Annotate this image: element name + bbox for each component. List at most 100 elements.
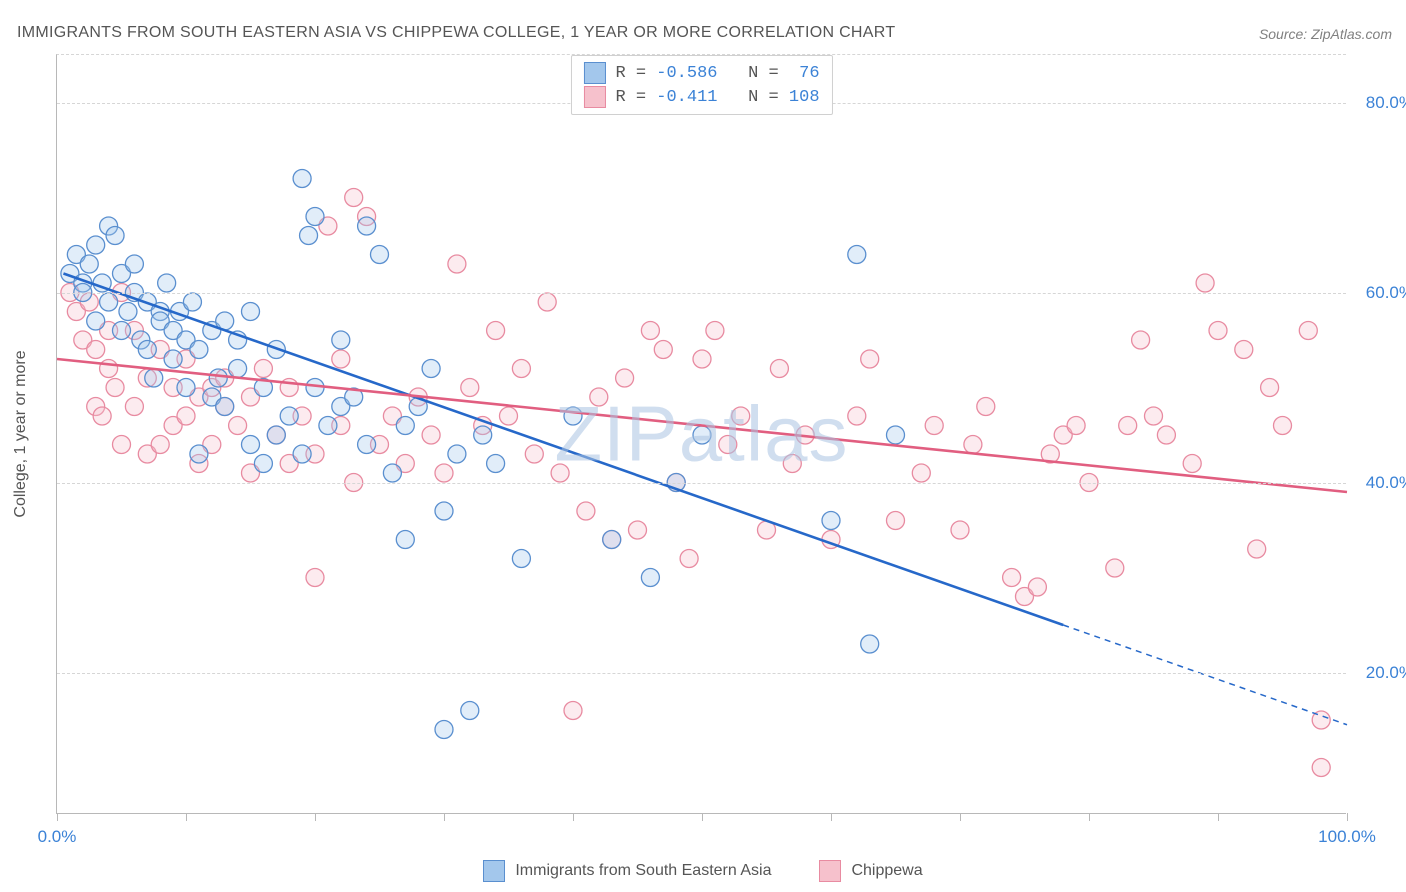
- scatter-point-chippewa: [1157, 426, 1175, 444]
- scatter-point-chippewa: [654, 341, 672, 359]
- scatter-point-chippewa: [448, 255, 466, 273]
- scatter-point-seasia: [183, 293, 201, 311]
- scatter-svg: [57, 55, 1347, 815]
- scatter-point-seasia: [319, 417, 337, 435]
- gridline-h: [57, 673, 1346, 674]
- scatter-point-chippewa: [1119, 417, 1137, 435]
- legend-swatch-chippewa-b: [819, 860, 841, 882]
- scatter-point-chippewa: [1274, 417, 1292, 435]
- scatter-point-seasia: [448, 445, 466, 463]
- scatter-point-chippewa: [641, 322, 659, 340]
- scatter-point-chippewa: [512, 360, 530, 378]
- x-tick-label: 100.0%: [1318, 827, 1376, 847]
- source-attribution: Source: ZipAtlas.com: [1259, 26, 1392, 42]
- scatter-point-chippewa: [177, 407, 195, 425]
- scatter-point-chippewa: [1067, 417, 1085, 435]
- scatter-point-chippewa: [629, 521, 647, 539]
- scatter-point-chippewa: [538, 293, 556, 311]
- scatter-point-seasia: [190, 341, 208, 359]
- scatter-point-seasia: [100, 293, 118, 311]
- scatter-point-seasia: [396, 417, 414, 435]
- scatter-point-chippewa: [706, 322, 724, 340]
- scatter-point-chippewa: [345, 189, 363, 207]
- scatter-point-chippewa: [951, 521, 969, 539]
- scatter-point-chippewa: [1003, 569, 1021, 587]
- scatter-point-seasia: [887, 426, 905, 444]
- scatter-point-chippewa: [848, 407, 866, 425]
- scatter-point-seasia: [113, 322, 131, 340]
- scatter-point-chippewa: [100, 360, 118, 378]
- scatter-point-seasia: [293, 445, 311, 463]
- scatter-point-chippewa: [435, 464, 453, 482]
- scatter-point-chippewa: [500, 407, 518, 425]
- scatter-point-chippewa: [551, 464, 569, 482]
- x-tick: [960, 813, 961, 821]
- scatter-point-seasia: [358, 436, 376, 454]
- scatter-point-seasia: [177, 379, 195, 397]
- scatter-point-seasia: [822, 512, 840, 530]
- scatter-point-chippewa: [732, 407, 750, 425]
- trend-line-ext-seasia: [1063, 625, 1347, 725]
- scatter-point-seasia: [461, 702, 479, 720]
- x-tick: [444, 813, 445, 821]
- scatter-point-chippewa: [564, 702, 582, 720]
- scatter-point-seasia: [242, 436, 260, 454]
- scatter-point-chippewa: [887, 512, 905, 530]
- scatter-point-seasia: [293, 170, 311, 188]
- scatter-point-seasia: [371, 246, 389, 264]
- scatter-point-chippewa: [783, 455, 801, 473]
- scatter-point-seasia: [564, 407, 582, 425]
- x-tick: [1347, 813, 1348, 821]
- scatter-point-chippewa: [616, 369, 634, 387]
- scatter-point-chippewa: [770, 360, 788, 378]
- scatter-point-chippewa: [422, 426, 440, 444]
- plot-area: College, 1 year or more R = -0.586 N = 7…: [56, 54, 1346, 814]
- scatter-point-chippewa: [977, 398, 995, 416]
- x-tick-label: 0.0%: [38, 827, 77, 847]
- scatter-point-chippewa: [680, 550, 698, 568]
- x-tick: [1218, 813, 1219, 821]
- scatter-point-chippewa: [1261, 379, 1279, 397]
- scatter-point-seasia: [512, 550, 530, 568]
- scatter-point-chippewa: [1248, 540, 1266, 558]
- legend-label-seasia: Immigrants from South Eastern Asia: [515, 862, 771, 880]
- scatter-point-seasia: [306, 208, 324, 226]
- y-tick-label: 60.0%: [1354, 283, 1406, 303]
- scatter-point-seasia: [106, 227, 124, 245]
- scatter-point-chippewa: [113, 436, 131, 454]
- scatter-point-chippewa: [151, 436, 169, 454]
- scatter-point-chippewa: [461, 379, 479, 397]
- scatter-point-seasia: [422, 360, 440, 378]
- scatter-point-chippewa: [925, 417, 943, 435]
- scatter-point-seasia: [254, 455, 272, 473]
- scatter-point-chippewa: [1299, 322, 1317, 340]
- legend-item-chippewa: Chippewa: [819, 860, 922, 882]
- scatter-point-chippewa: [1196, 274, 1214, 292]
- scatter-point-chippewa: [577, 502, 595, 520]
- gridline-h: [57, 293, 1346, 294]
- scatter-point-chippewa: [106, 379, 124, 397]
- scatter-point-chippewa: [87, 341, 105, 359]
- legend-label-chippewa: Chippewa: [851, 862, 922, 880]
- y-axis-title: College, 1 year or more: [12, 350, 30, 517]
- legend-row-seasia: R = -0.586 N = 76: [583, 61, 819, 85]
- scatter-point-chippewa: [1145, 407, 1163, 425]
- legend-swatch-chippewa: [583, 86, 605, 108]
- legend-row-chippewa: R = -0.411 N = 108: [583, 85, 819, 109]
- scatter-point-seasia: [125, 255, 143, 273]
- scatter-point-seasia: [358, 217, 376, 235]
- scatter-point-seasia: [641, 569, 659, 587]
- y-tick-label: 20.0%: [1354, 663, 1406, 683]
- scatter-point-chippewa: [306, 569, 324, 587]
- scatter-point-chippewa: [93, 407, 111, 425]
- scatter-point-chippewa: [861, 350, 879, 368]
- legend-bottom: Immigrants from South Eastern Asia Chipp…: [0, 860, 1406, 882]
- scatter-point-chippewa: [719, 436, 737, 454]
- scatter-point-seasia: [474, 426, 492, 444]
- legend-swatch-seasia-b: [483, 860, 505, 882]
- x-tick: [573, 813, 574, 821]
- scatter-point-chippewa: [964, 436, 982, 454]
- scatter-point-chippewa: [254, 360, 272, 378]
- scatter-point-seasia: [280, 407, 298, 425]
- scatter-point-seasia: [693, 426, 711, 444]
